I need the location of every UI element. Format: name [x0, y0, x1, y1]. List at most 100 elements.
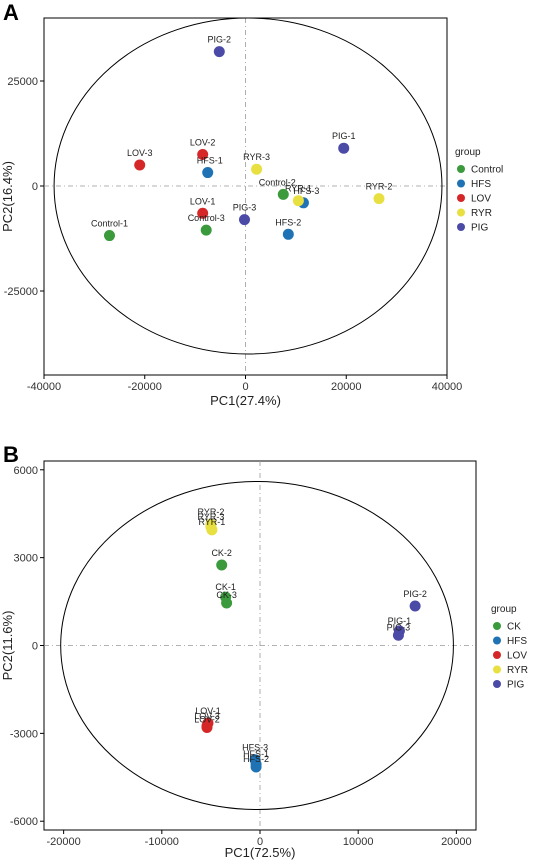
legend-title: group — [455, 147, 481, 158]
point-label: HFS-2 — [275, 217, 301, 227]
confidence-ellipse — [53, 17, 443, 355]
point-label: RYR-1 — [285, 184, 312, 194]
point-label: CK-2 — [211, 548, 232, 558]
legend-item-label: Control — [471, 165, 503, 176]
point-label: PIG-1 — [388, 616, 412, 626]
legend-marker — [457, 223, 465, 231]
data-point — [197, 149, 209, 160]
legend-item-label: HFS — [507, 636, 527, 647]
point-label: Control-1 — [91, 219, 128, 229]
data-point — [213, 46, 225, 58]
legend-marker — [457, 179, 465, 188]
legend-item-label: LOV — [507, 651, 527, 662]
confidence-ellipse — [60, 481, 454, 810]
y-tick-label: -3000 — [10, 728, 38, 740]
point-label: RYR-2 — [197, 507, 224, 517]
y-tick-label: 0 — [32, 181, 38, 193]
data-point — [338, 142, 350, 154]
point-label: HFS-1 — [243, 749, 269, 759]
x-tick-label: 10000 — [343, 836, 374, 848]
panel-A: A -40000 -20000 0 20000 40000 -25000 0 25000 PC1(… — [0, 0, 503, 408]
point-label: Control-2 — [259, 177, 296, 187]
legend-title: group — [491, 604, 517, 615]
legend-item-label: CK — [507, 622, 521, 633]
x-tick-label: -40000 — [27, 381, 61, 393]
data-point — [238, 214, 250, 226]
point-label: LOV-3 — [127, 148, 153, 158]
point-label: HFS-3 — [293, 186, 319, 196]
y-tick-label: -25000 — [4, 286, 38, 298]
point-label: PIG-3 — [387, 622, 411, 632]
x-axis-label: PC1(27.4%) — [210, 393, 281, 408]
legend-marker — [493, 636, 501, 645]
x-tick-label: -10000 — [145, 836, 179, 848]
point-label: RYR-3 — [197, 512, 224, 522]
point-label: LOV-1 — [190, 196, 216, 206]
point-label: HFS-2 — [243, 754, 269, 764]
data-point — [103, 230, 115, 242]
point-label: RYR-3 — [243, 152, 270, 162]
data-point — [206, 524, 218, 536]
point-label: Control-3 — [188, 213, 225, 223]
point-label: RYR-2 — [366, 182, 393, 192]
y-tick-label: -6000 — [10, 816, 38, 828]
point-label: HFS-1 — [197, 156, 223, 166]
data-point — [202, 167, 214, 179]
panel-label: A — [3, 0, 19, 25]
y-tick-label: 0 — [32, 641, 38, 653]
legend-marker — [493, 665, 501, 674]
legend: group CK HFS LOV RYR PIG — [491, 604, 528, 691]
legend-marker — [457, 194, 465, 202]
data-point — [251, 163, 263, 175]
legend-item-label: PIG — [507, 680, 524, 691]
legend-marker — [457, 208, 465, 217]
legend-item-label: PIG — [471, 223, 488, 234]
data-point — [277, 188, 289, 200]
point-label: HFS-3 — [242, 743, 268, 753]
y-tick-label: 6000 — [14, 465, 38, 477]
y-axis-label: PC2(11.6%) — [0, 611, 15, 681]
data-point — [216, 559, 228, 571]
point-label: PIG-2 — [403, 589, 427, 599]
panel-label: B — [3, 442, 19, 467]
data-point — [134, 159, 146, 171]
x-axis-label: PC1(72.5%) — [225, 845, 296, 860]
point-label: CK-3 — [216, 590, 237, 600]
y-axis-label: PC2(16.4%) — [0, 161, 15, 232]
panel-B: B -20000 -10000 0 10000 20000 -6000 -3000 0 3000 6… — [0, 442, 528, 860]
point-label: LOV-2 — [190, 138, 216, 148]
legend-marker — [457, 165, 465, 173]
point-label: PIG-2 — [208, 35, 232, 45]
data-point — [392, 629, 404, 641]
legend: group Control HFS LOV RYR PIG — [455, 147, 503, 234]
data-point — [197, 207, 209, 219]
point-label: LOV-1 — [195, 706, 221, 716]
x-tick-label: 20000 — [331, 381, 362, 393]
data-point — [200, 224, 212, 236]
point-label: CK-1 — [215, 582, 236, 592]
legend-item-label: RYR — [471, 208, 492, 219]
data-point — [292, 195, 304, 207]
x-tick-label: 0 — [242, 381, 248, 393]
point-label: PIG-3 — [233, 203, 257, 213]
y-tick-label: 25000 — [7, 76, 38, 88]
point-label: PIG-1 — [332, 131, 356, 141]
data-point — [250, 761, 262, 773]
x-tick-label: 0 — [257, 836, 263, 848]
x-tick-label: -20000 — [47, 836, 81, 848]
x-tick-label: 20000 — [441, 836, 472, 848]
x-tick-label: -20000 — [128, 381, 162, 393]
point-label: LOV-2 — [194, 715, 220, 725]
x-tick-label: 40000 — [432, 381, 463, 393]
legend-item-label: HFS — [471, 179, 491, 190]
data-point — [221, 597, 233, 609]
point-label: RYR-1 — [198, 517, 225, 527]
legend-marker — [493, 680, 501, 688]
data-point — [373, 193, 385, 205]
data-point — [201, 722, 213, 733]
data-point — [409, 600, 421, 612]
legend-item-label: RYR — [507, 665, 528, 676]
legend-item-label: LOV — [471, 194, 491, 205]
legend-marker — [493, 651, 501, 659]
